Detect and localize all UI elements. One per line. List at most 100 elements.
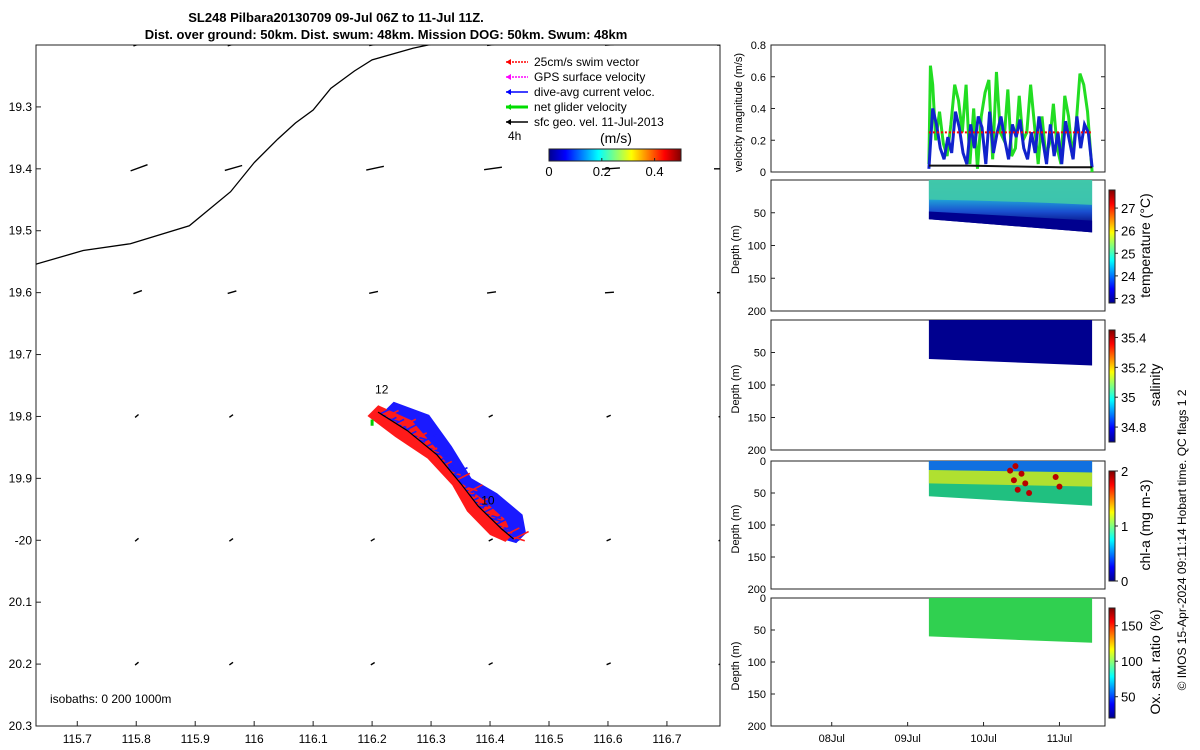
legend-arrowhead [506,89,511,95]
geo-velocity-arrow [486,291,497,294]
glider-vector [416,432,428,439]
map-y-tick-label: 20.3 [9,719,33,733]
section-y-tick-label: 0 [760,456,766,468]
glider-vector [464,483,474,490]
section-colorbar-tick-label: 25 [1121,246,1135,261]
section-x-tick-label: 11Jul [1047,733,1072,745]
map-y-tick-label: 20.1 [9,595,33,609]
map-y-tick-label: -20 [15,533,33,547]
section-data-patch [928,598,1093,643]
section-panel-4: 0 50 100 150 200 Depth (m) 150 100 50 Ox. sat. ra… [730,593,1163,745]
geo-velocity-arrow [228,537,234,542]
map-plot-area [36,45,720,666]
chla-high-point [1014,486,1021,493]
section-y-axis-label: Depth (m) [730,225,742,274]
section-colorbar-label: chl-a (mg m-3) [1137,479,1153,570]
section-colorbar [1108,470,1116,582]
day-label-10: 10 [481,493,495,507]
map-y-tick-label: 19.5 [9,224,33,238]
glider-vector [492,512,506,521]
isobaths-label: isobaths: 0 200 1000m [50,692,171,706]
figure-title-line1: SL248 Pilbara20130709 09-Jul 06Z to 11-J… [188,10,484,25]
glider-vector [385,409,399,418]
chla-high-point [1012,463,1019,470]
velocity-series-line [928,164,1093,169]
geo-velocity-arrow [606,538,611,542]
section-y-tick-label: 50 [754,488,766,500]
geo-velocity-arrow [366,165,384,171]
glider-vector [380,406,395,415]
section-colorbar-tick-label: 35 [1121,390,1135,405]
section-y-tick-label: 200 [748,445,766,457]
section-y-tick-label: 50 [754,208,766,220]
geo-velocity-arrow [134,413,139,418]
chla-high-point [1022,480,1029,487]
map-y-tick-label: 19.9 [9,471,33,485]
glider-vector [476,498,488,505]
glider-vector [513,530,529,540]
glider-vector [457,472,471,481]
glider-vector [470,490,482,497]
section-y-tick-label: 150 [748,552,766,564]
geo-velocity-arrow [604,291,614,294]
velocity-y-tick-label: 0.4 [751,104,766,116]
section-panel-2: 50 100 150 200 Depth (m) 35.4 35.2 35 34.8salini… [730,319,1163,457]
geo-velocity-arrow [369,290,379,294]
velocity-panel: 0 0.2 0.4 0.6 0.8 velocity magnitude (m/s) [733,40,1106,179]
geo-velocity-arrow [133,45,139,47]
section-y-tick-label: 100 [748,657,766,669]
glider-vector [395,418,405,425]
section-colorbar [1108,607,1116,719]
velocity-y-tick-label: 0.6 [751,72,766,84]
section-colorbar-label: salinity [1147,364,1163,407]
section-colorbar-tick-label: 100 [1121,654,1143,669]
section-y-tick-label: 50 [754,348,766,360]
section-colorbar-tick-label: 24 [1121,269,1135,284]
glider-track-line [377,411,515,540]
map-x-tick-label: 115.9 [181,732,210,746]
map-x-tick-label: 116 [245,732,264,746]
legend-arrowhead [506,74,511,80]
section-panel-1: 50 100 150 200 Depth (m) 27 26 25 24 23temperatur… [730,179,1153,318]
section-x-tick-label: 08Jul [819,733,845,745]
chla-high-point [1056,483,1063,490]
glider-vector [426,441,436,448]
geo-velocity-arrow [224,164,243,172]
geo-velocity-arrow [718,539,720,542]
map-x-tick-label: 116.1 [299,732,328,746]
map-x-tick-label: 116.7 [652,732,681,746]
chla-high-point [1026,490,1033,496]
geo-velocity-arrow [130,164,148,172]
legend-label: net glider velocity [534,100,627,114]
geo-velocity-arrow [133,289,143,295]
map-y-tick-label: 19.6 [9,286,33,300]
map-panel: 115.7 115.8 115.9 116 116.1 116.2 116.3 116.4 11… [9,44,721,746]
geo-velocity-arrow [604,45,614,46]
section-y-axis-label: Depth (m) [730,642,742,691]
geo-velocity-arrow [227,290,237,295]
glider-vector [393,421,409,427]
glider-vector [500,524,508,529]
glider-vector [431,447,438,452]
legend-arrowhead [506,119,511,125]
section-x-tick-label: 09Jul [894,733,920,745]
geo-velocity-arrow [488,414,494,418]
glider-vector [479,500,496,509]
geo-velocity-arrow [228,661,234,666]
geo-velocity-arrow [488,662,494,666]
section-colorbar [1108,189,1116,304]
colorbar-title: (m/s) [600,130,632,146]
glider-vector [405,423,418,431]
section-y-tick-label: 150 [748,413,766,425]
chla-high-point [1052,474,1059,480]
map-colorbar-label: 0 [545,164,552,179]
geo-velocity-arrow [228,414,234,418]
section-colorbar-tick-label: 35.2 [1121,360,1146,375]
glider-vector [507,527,520,535]
section-x-tick-label: 10Jul [970,733,996,745]
glider-vector [390,416,397,421]
legend-arrowhead [506,59,511,65]
map-x-tick-label: 115.7 [63,732,92,746]
map-x-tick-label: 116.5 [534,732,563,746]
